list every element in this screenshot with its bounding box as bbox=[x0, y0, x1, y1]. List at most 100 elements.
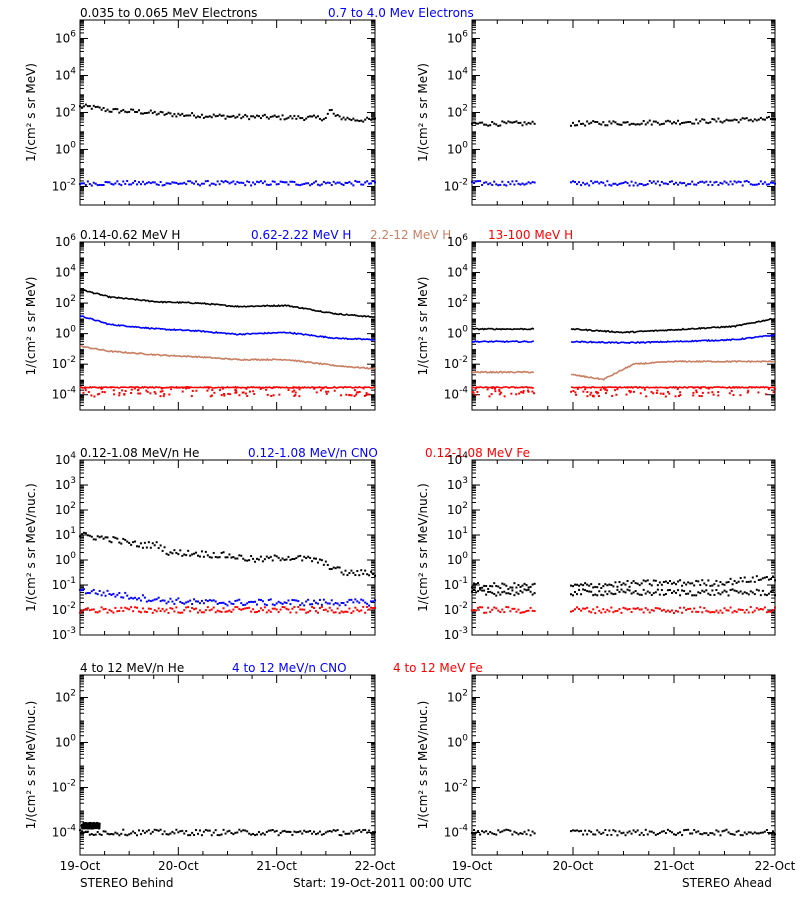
data-point bbox=[747, 831, 750, 834]
data-point bbox=[80, 106, 83, 109]
data-point bbox=[299, 554, 302, 557]
y-tick-label: 100 bbox=[447, 551, 468, 567]
data-point bbox=[739, 118, 742, 121]
data-point bbox=[608, 829, 611, 832]
data-point bbox=[143, 596, 146, 599]
data-point bbox=[526, 389, 529, 392]
data-point bbox=[353, 395, 356, 398]
data-point bbox=[160, 387, 163, 390]
data-point bbox=[202, 602, 205, 605]
data-point bbox=[133, 387, 136, 390]
data-point bbox=[240, 830, 243, 833]
data-point bbox=[357, 391, 360, 394]
data-point bbox=[230, 181, 233, 184]
data-point bbox=[771, 575, 774, 578]
data-point bbox=[497, 609, 500, 612]
data-point bbox=[670, 122, 673, 125]
data-point bbox=[519, 585, 522, 588]
data-point bbox=[110, 182, 113, 185]
data-point bbox=[165, 552, 168, 555]
data-point bbox=[640, 582, 643, 585]
data-point bbox=[586, 182, 589, 185]
data-point bbox=[181, 554, 184, 557]
data-point bbox=[660, 830, 663, 833]
data-point bbox=[318, 558, 321, 561]
data-point bbox=[731, 588, 734, 591]
data-point bbox=[324, 182, 327, 185]
data-point bbox=[216, 609, 219, 612]
data-point bbox=[355, 393, 358, 396]
data-point bbox=[185, 554, 188, 557]
x-tick-label: 22-Oct bbox=[755, 859, 796, 873]
data-point bbox=[132, 597, 135, 600]
data-point bbox=[624, 607, 627, 610]
data-point bbox=[299, 608, 302, 611]
data-point bbox=[481, 830, 484, 833]
data-point bbox=[366, 602, 369, 605]
data-point bbox=[126, 834, 129, 837]
data-point bbox=[122, 828, 125, 831]
data-point bbox=[124, 390, 127, 393]
data-point bbox=[527, 181, 530, 184]
data-point bbox=[250, 833, 253, 836]
data-point bbox=[531, 583, 534, 586]
data-point bbox=[236, 606, 239, 609]
data-point bbox=[695, 831, 698, 834]
data-point bbox=[273, 607, 276, 610]
data-point bbox=[590, 121, 593, 124]
data-point bbox=[477, 122, 480, 125]
data-point bbox=[622, 181, 625, 184]
data-point bbox=[315, 180, 317, 183]
data-point bbox=[717, 117, 720, 120]
data-point bbox=[324, 831, 327, 834]
data-point bbox=[327, 390, 330, 393]
data-point bbox=[743, 611, 746, 614]
data-point bbox=[759, 116, 762, 119]
data-point bbox=[82, 391, 85, 394]
y-tick-label: 100 bbox=[55, 734, 76, 750]
data-point bbox=[606, 593, 609, 596]
data-point bbox=[332, 566, 335, 569]
data-point bbox=[102, 537, 105, 540]
data-point bbox=[365, 392, 368, 395]
data-point bbox=[475, 831, 478, 834]
data-point bbox=[338, 566, 341, 569]
data-point bbox=[652, 579, 655, 582]
data-point bbox=[757, 832, 760, 835]
data-point bbox=[153, 181, 156, 184]
data-point bbox=[322, 563, 325, 566]
data-point bbox=[622, 121, 625, 124]
data-point bbox=[360, 598, 363, 601]
data-point bbox=[503, 121, 506, 124]
data-point bbox=[86, 180, 89, 183]
data-point bbox=[348, 393, 351, 396]
data-point bbox=[206, 600, 209, 603]
data-point bbox=[301, 832, 304, 835]
data-point bbox=[242, 181, 245, 184]
data-point bbox=[153, 598, 156, 601]
data-point bbox=[84, 532, 87, 535]
data-point bbox=[92, 181, 95, 184]
data-point bbox=[701, 579, 704, 582]
data-point bbox=[155, 610, 158, 613]
data-point bbox=[155, 541, 158, 544]
data-point bbox=[175, 115, 178, 118]
data-point bbox=[244, 184, 247, 187]
data-point bbox=[481, 606, 484, 609]
data-point bbox=[124, 606, 127, 609]
data-point bbox=[523, 611, 526, 614]
data-point bbox=[689, 607, 692, 610]
data-point bbox=[498, 393, 501, 396]
y-tick-label: 100 bbox=[55, 141, 76, 157]
data-point bbox=[139, 112, 142, 115]
data-point bbox=[596, 606, 599, 609]
data-point bbox=[487, 587, 490, 590]
data-point bbox=[602, 387, 605, 390]
data-point bbox=[295, 557, 298, 560]
data-point bbox=[113, 393, 116, 396]
data-point bbox=[330, 830, 333, 833]
data-point bbox=[668, 830, 671, 833]
data-point bbox=[636, 607, 639, 610]
data-point bbox=[612, 829, 615, 832]
data-point bbox=[604, 828, 607, 831]
